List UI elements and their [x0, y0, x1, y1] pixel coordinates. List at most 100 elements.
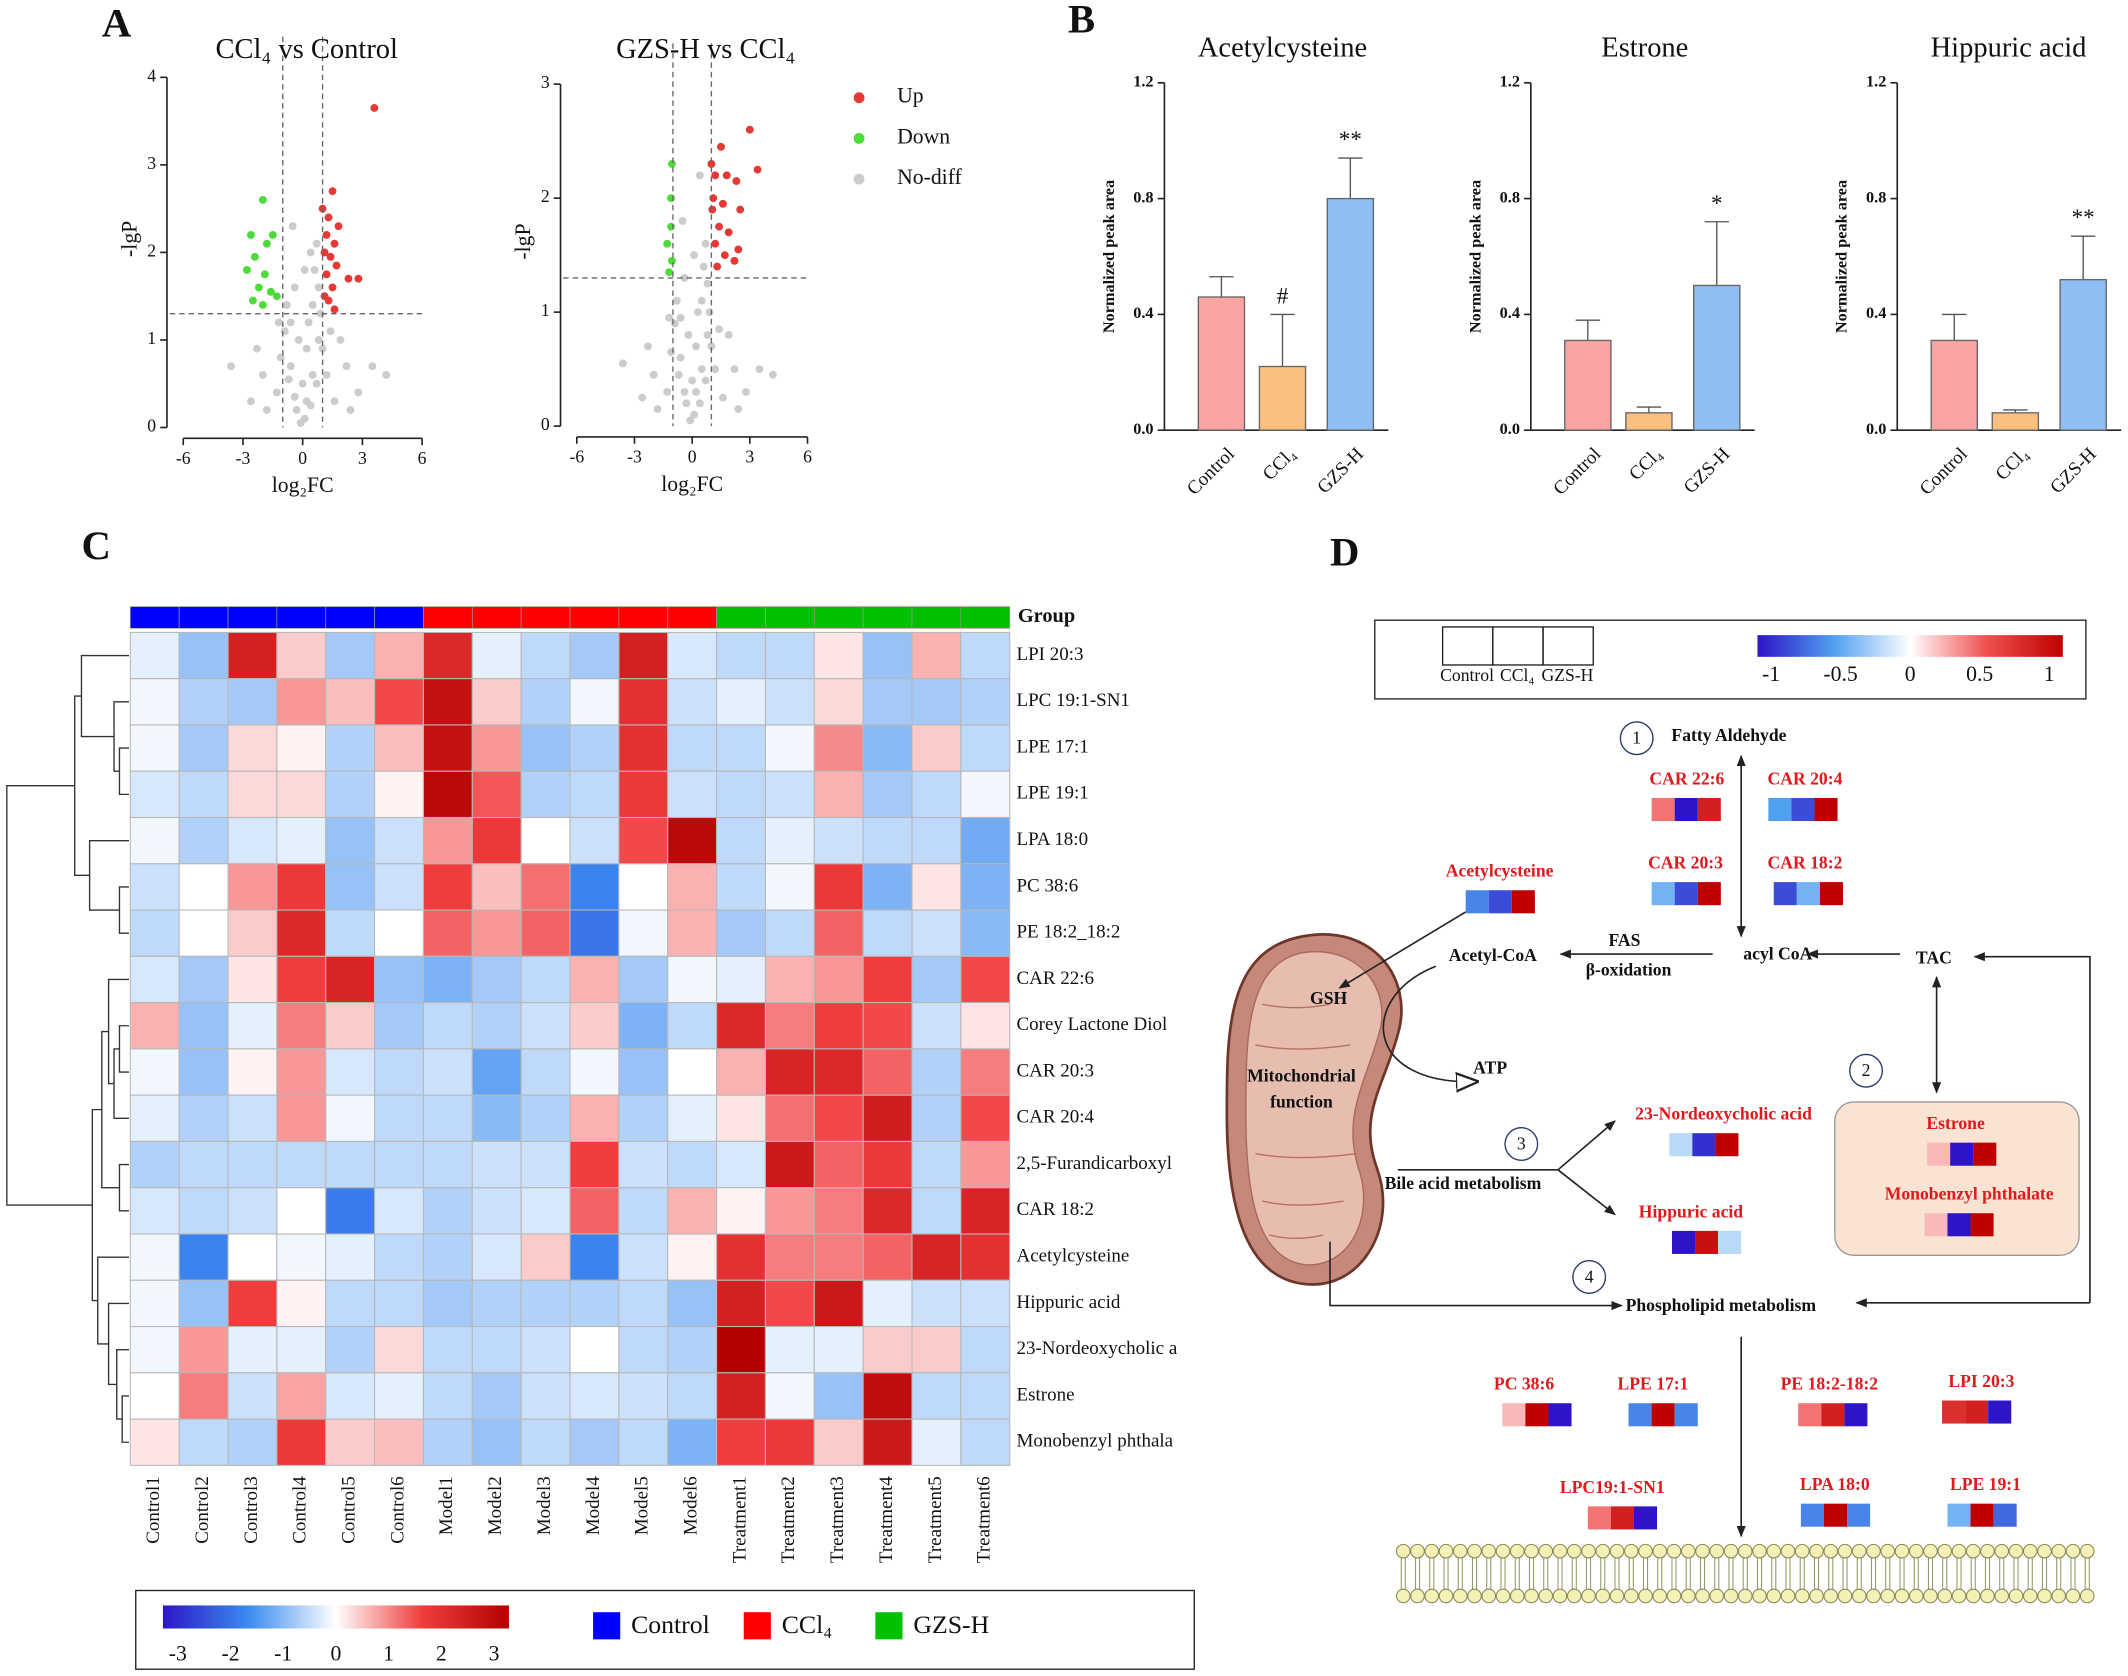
legend-label: Control	[631, 1610, 710, 1639]
point	[254, 283, 263, 292]
lipid-head	[1438, 1588, 1454, 1604]
column-label: Control4	[290, 1476, 311, 1544]
point	[290, 283, 299, 292]
heat-cell	[178, 1187, 229, 1235]
heat-cell	[764, 1140, 815, 1189]
heat-cell	[764, 1048, 815, 1096]
row-label: LPA 18:0	[1017, 829, 1089, 850]
lipid-head	[1680, 1543, 1696, 1559]
lipid-head	[1866, 1543, 1881, 1559]
diagram-label: Acetyl-CoA	[1449, 945, 1537, 965]
lipid-head	[1866, 1588, 1881, 1604]
lipid-head	[1766, 1588, 1782, 1604]
lipid-head	[1395, 1543, 1411, 1559]
point	[328, 283, 337, 292]
group-cell	[178, 606, 229, 629]
lipid-head	[1410, 1543, 1425, 1559]
heat-cell	[716, 1326, 766, 1374]
lipid-head	[1851, 1588, 1867, 1604]
lipid-head	[2037, 1543, 2052, 1559]
heat-cell	[569, 909, 620, 957]
dendrogram-branch	[107, 1302, 129, 1386]
diagram-label: Bile acid metabolism	[1385, 1173, 1542, 1193]
heat-cell	[716, 1372, 766, 1420]
point	[334, 222, 343, 231]
lipid-head	[1965, 1543, 1981, 1559]
metabolite-label: CAR 22:6	[1649, 768, 1724, 788]
heat-cell	[764, 1094, 815, 1142]
metabolite-label: CAR 20:4	[1768, 768, 1843, 788]
heat-cell	[911, 1002, 962, 1050]
legend-swatch	[875, 1612, 903, 1640]
point	[276, 353, 285, 362]
heat-cell	[471, 955, 522, 1004]
lipid-head	[1538, 1543, 1554, 1559]
point	[258, 301, 267, 309]
heat-cell	[325, 1372, 376, 1420]
point	[312, 239, 321, 248]
heat-cell	[764, 1418, 815, 1466]
heat-cell	[1773, 882, 1797, 906]
y-tick-label: 0.0	[1866, 419, 1886, 438]
mitochondrion	[1225, 933, 1403, 1286]
heat-cell	[227, 1187, 278, 1235]
point	[262, 239, 271, 248]
lipid-head	[1481, 1543, 1497, 1559]
heat-cell	[422, 1140, 473, 1189]
heat-cell	[1697, 797, 1721, 822]
y-tick-label: 3	[147, 153, 156, 173]
heat-cell	[178, 724, 229, 772]
lipid-head	[1837, 1588, 1853, 1604]
lipid-head	[1837, 1543, 1853, 1559]
point	[730, 256, 739, 265]
group-cell	[667, 606, 717, 629]
step-number: 3	[1517, 1133, 1526, 1153]
lipid-tail	[1913, 1555, 1919, 1591]
heat-cell	[374, 816, 424, 865]
column-label: Control6	[387, 1476, 408, 1544]
point	[705, 308, 714, 317]
lipid-tail	[1728, 1555, 1734, 1591]
point	[322, 371, 331, 379]
heat-cell	[716, 631, 766, 680]
heat-cell	[1587, 1506, 1611, 1530]
colorbar-tick-label: 0.5	[1966, 662, 1993, 686]
heat-cell	[569, 724, 620, 772]
metabolite-label: Monobenzyl phthalate	[1885, 1184, 2054, 1204]
heat-cell	[520, 1279, 571, 1328]
point	[715, 325, 724, 334]
group-cell	[813, 606, 864, 629]
x-tick-label: Control	[1549, 444, 1605, 500]
lipid-head	[1623, 1588, 1639, 1604]
chart-title: Acetylcysteine	[1198, 33, 1367, 64]
heat-cell	[325, 1418, 376, 1466]
dendrogram	[6, 654, 129, 1443]
legend-cell-label: CCl₄	[1500, 665, 1535, 685]
heat-cell	[764, 909, 815, 957]
heat-cell	[129, 1233, 180, 1281]
heat-cell	[422, 909, 473, 957]
heat-cell	[813, 678, 864, 726]
heat-cell	[1942, 1400, 1966, 1424]
heat-cell	[520, 724, 571, 772]
heat-cell	[911, 770, 962, 819]
heat-cell	[667, 1002, 718, 1050]
heat-cell	[520, 816, 571, 865]
heat-cell	[618, 1326, 669, 1374]
heat-cell	[667, 1418, 718, 1466]
lipid-head	[2051, 1588, 2067, 1604]
heat-cell	[374, 1187, 424, 1235]
group-cell	[374, 606, 424, 629]
heat-cell	[325, 631, 376, 680]
x-tick-label: 6	[418, 448, 427, 468]
x-axis-label: log₂FC	[272, 473, 334, 497]
heat-cell	[374, 1326, 424, 1374]
y-axis-label: Normalized peak area	[1832, 180, 1851, 333]
lipid-head	[1623, 1543, 1639, 1559]
lipid-tail	[1870, 1555, 1877, 1591]
lipid-tail	[2013, 1555, 2019, 1591]
colorbar-tick-label: 3	[489, 1642, 500, 1666]
lipid-head	[1452, 1543, 1468, 1559]
heat-cell	[813, 863, 864, 911]
heat-cell	[911, 1140, 962, 1189]
